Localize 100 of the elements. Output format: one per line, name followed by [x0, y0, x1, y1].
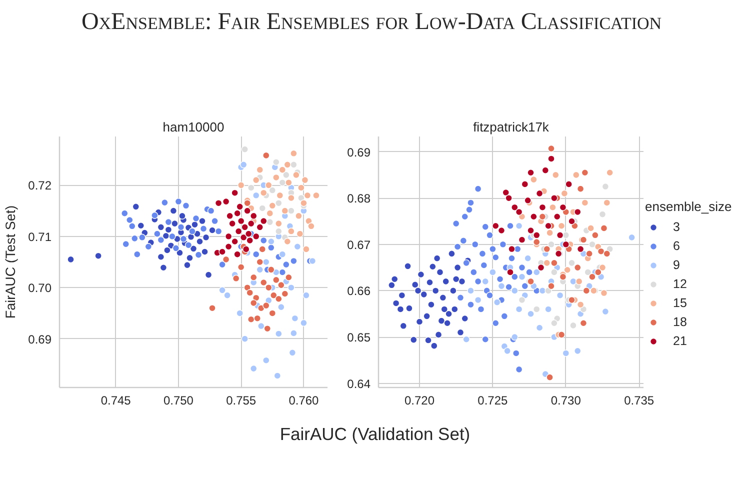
- point: [486, 232, 494, 239]
- point: [600, 224, 608, 232]
- point: [506, 268, 514, 276]
- point: [248, 184, 255, 192]
- point: [548, 282, 555, 290]
- point: [245, 230, 252, 238]
- point: [172, 244, 180, 252]
- point: [445, 310, 452, 318]
- point: [266, 210, 274, 217]
- point: [430, 342, 438, 350]
- point: [246, 236, 254, 244]
- point: [582, 287, 590, 294]
- point: [278, 268, 286, 276]
- point: [536, 190, 544, 198]
- point: [576, 185, 584, 192]
- point: [570, 322, 577, 330]
- point: [241, 146, 248, 153]
- point: [496, 276, 504, 283]
- point: [511, 273, 518, 280]
- point: [208, 226, 216, 234]
- point: [218, 286, 226, 294]
- point: [543, 245, 550, 253]
- point: [278, 281, 285, 289]
- point: [511, 287, 518, 294]
- point: [268, 310, 276, 317]
- point: [417, 270, 425, 278]
- point: [559, 273, 567, 280]
- point: [288, 284, 295, 292]
- point: [237, 264, 245, 271]
- point: [515, 366, 523, 374]
- point: [500, 312, 508, 320]
- point: [538, 213, 546, 220]
- point: [194, 251, 202, 258]
- legend-label: 9: [673, 257, 681, 273]
- point: [232, 274, 240, 282]
- point: [474, 296, 482, 304]
- point: [442, 278, 450, 286]
- point: [506, 222, 514, 230]
- point: [511, 333, 518, 341]
- point: [250, 212, 258, 220]
- point: [444, 320, 451, 327]
- legend-label: 6: [673, 238, 681, 254]
- point: [548, 240, 555, 248]
- point: [191, 221, 198, 228]
- point: [552, 171, 560, 179]
- point: [477, 306, 485, 313]
- point: [248, 316, 255, 323]
- point: [404, 262, 412, 270]
- point: [536, 324, 544, 332]
- point: [559, 204, 567, 211]
- point: [533, 306, 540, 313]
- point: [256, 266, 264, 274]
- legend-label: 18: [673, 314, 688, 330]
- point: [527, 169, 534, 176]
- point: [200, 225, 208, 232]
- point: [432, 287, 440, 294]
- point: [268, 202, 276, 210]
- point: [236, 203, 244, 210]
- y-tick-label: 0.69: [347, 145, 371, 160]
- point: [508, 254, 516, 262]
- point: [628, 234, 636, 242]
- point: [275, 330, 282, 338]
- point: [558, 222, 566, 230]
- point: [429, 263, 436, 270]
- point: [252, 192, 260, 199]
- point: [240, 161, 248, 168]
- point: [530, 213, 538, 220]
- point: [290, 330, 298, 337]
- x-tick-label: 0.745: [100, 394, 132, 408]
- point: [190, 245, 198, 252]
- point: [527, 226, 534, 234]
- point: [301, 176, 309, 184]
- point: [240, 234, 248, 242]
- point: [278, 179, 286, 186]
- point: [492, 254, 500, 261]
- point: [291, 314, 299, 322]
- y-axis-title: FairAUC (Test Set): [3, 205, 18, 319]
- point: [288, 349, 296, 356]
- point: [474, 278, 482, 286]
- point: [486, 292, 494, 299]
- point: [460, 237, 468, 244]
- point: [234, 228, 242, 235]
- point: [558, 331, 566, 338]
- point: [231, 189, 238, 196]
- point: [121, 210, 128, 217]
- point: [574, 208, 582, 216]
- point: [128, 222, 136, 230]
- point: [550, 268, 558, 276]
- x-tick-label: 0.735: [624, 394, 654, 408]
- chart-title: OxEnsemble: Fair Ensembles for Low-Data Classification: [81, 8, 662, 37]
- point: [505, 283, 512, 291]
- point: [544, 306, 552, 313]
- point: [196, 238, 204, 246]
- point: [144, 243, 152, 250]
- point: [574, 347, 582, 355]
- point: [530, 176, 538, 184]
- point: [176, 249, 184, 256]
- point: [504, 347, 511, 355]
- point: [241, 335, 248, 342]
- point: [298, 184, 305, 192]
